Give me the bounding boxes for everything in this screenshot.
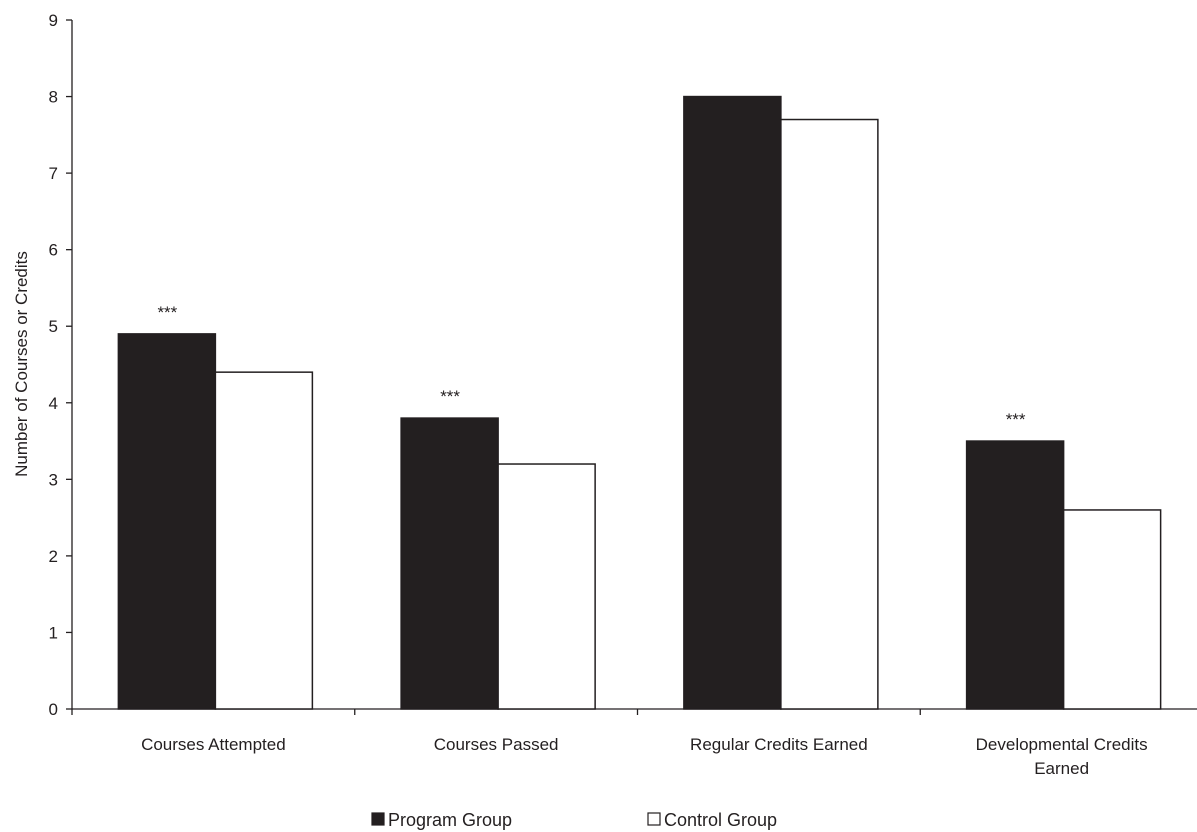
bar-control-group — [497, 463, 596, 710]
bar-control-group — [1062, 509, 1162, 710]
y-tick-label: 2 — [49, 547, 58, 566]
bar-program-group — [117, 333, 217, 710]
legend-swatch-control — [647, 812, 661, 826]
y-tick-label: 5 — [49, 317, 58, 336]
bar-program-group — [965, 440, 1065, 710]
significance-marker: *** — [440, 387, 460, 406]
significance-marker: *** — [157, 303, 177, 322]
y-axis: 0 1 2 3 4 5 6 7 8 9 — [49, 11, 73, 719]
y-tick-label: 3 — [49, 470, 58, 489]
x-category-label: Regular Credits Earned — [690, 735, 868, 754]
y-tick-label: 4 — [49, 394, 58, 413]
y-tick-label: 0 — [49, 700, 58, 719]
bar-control-group — [214, 371, 314, 710]
x-axis: Courses Attempted Courses Passed Regular C… — [71, 708, 1197, 778]
y-tick-label: 7 — [49, 164, 58, 183]
legend-label: Control Group — [664, 810, 777, 830]
bars — [117, 95, 1162, 710]
significance-annotations: *** *** *** — [157, 303, 1025, 429]
x-category-label: Courses Passed — [434, 735, 559, 754]
y-axis-title: Number of Courses or Credits — [12, 251, 31, 477]
y-tick-label: 6 — [49, 241, 58, 260]
x-category-label: Courses Attempted — [141, 735, 286, 754]
bar-program-group — [400, 417, 499, 710]
y-tick-label: 9 — [49, 11, 58, 30]
x-category-label: Developmental Credits — [976, 735, 1148, 754]
legend: Program Group Control Group — [371, 810, 777, 830]
bar-program-group — [683, 95, 782, 710]
legend-swatch-program — [371, 812, 385, 826]
legend-label: Program Group — [388, 810, 512, 830]
y-tick-label: 8 — [49, 88, 58, 107]
x-category-label: Earned — [1034, 759, 1089, 778]
y-tick-label: 1 — [49, 623, 58, 642]
bar-control-group — [780, 118, 879, 710]
significance-marker: *** — [1006, 410, 1026, 429]
